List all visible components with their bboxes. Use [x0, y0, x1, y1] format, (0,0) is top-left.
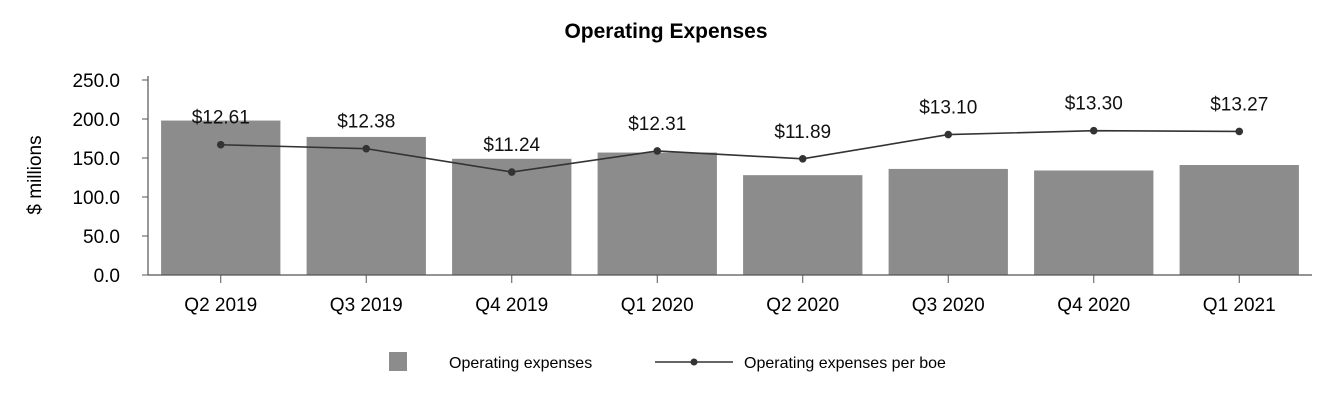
bar-q3-2020: [888, 168, 1008, 275]
y-tick-label: 150.0: [72, 149, 120, 170]
y-tick-label: 250.0: [72, 71, 120, 92]
legend-label-operating-expenses: Operating expenses: [449, 355, 592, 372]
bar-q4-2019: [452, 158, 572, 275]
bar-q4-2020: [1034, 170, 1154, 275]
x-axis: Q2 2019 Q3 2019 Q4 2019 Q1 2020 Q2 2020 Q3 20…: [184, 275, 1276, 316]
x-tick-label: Q2 2019: [184, 295, 257, 316]
x-tick-label: Q1 2020: [621, 295, 694, 316]
legend-marker: [690, 358, 698, 366]
bar-q2-2020: [743, 175, 863, 275]
y-axis-label: $ millions: [25, 135, 46, 214]
per-boe-line: [220, 129, 1240, 173]
y-tick-label: 50.0: [83, 227, 120, 248]
x-tick-label: Q4 2020: [1057, 295, 1130, 316]
bar-q1-2020: [597, 152, 717, 275]
per-boe-point: [653, 147, 662, 155]
axes: [147, 76, 1312, 276]
legend-swatch-operating-expenses: [389, 352, 407, 371]
per-boe-data-label: $13.10: [919, 98, 977, 119]
x-tick-label: Q3 2019: [330, 295, 403, 316]
per-boe-data-label: $12.61: [192, 108, 250, 129]
per-boe-point: [362, 144, 371, 153]
data-labels: $12.61 $12.38 $11.24 $12.31 $11.89 $13.10 $13.…: [192, 94, 1269, 156]
x-tick-label: Q1 2021: [1203, 295, 1276, 316]
y-tick-label: 200.0: [72, 110, 120, 131]
per-boe-point: [1089, 126, 1098, 135]
x-tick-label: Q2 2020: [766, 295, 839, 316]
legend-label-operating-expenses-per-boe: Operating expenses per boe: [744, 355, 946, 372]
y-axis: 0.0 50.0 100.0 150.0 200.0 250.0: [72, 71, 148, 287]
per-boe-data-label: $11.89: [774, 122, 831, 143]
per-boe-point: [944, 130, 953, 139]
per-boe-point: [798, 154, 807, 163]
per-boe-point: [216, 140, 225, 149]
per-boe-point: [1235, 127, 1244, 136]
chart-title: Operating Expenses: [564, 20, 767, 43]
y-tick-label: 100.0: [72, 188, 120, 209]
per-boe-data-label: $13.30: [1065, 94, 1123, 115]
per-boe-data-label: $13.27: [1210, 94, 1268, 115]
line-series: [216, 126, 1244, 176]
bar-q3-2019: [306, 136, 426, 275]
legend: Operating expenses Operating expenses pe…: [389, 352, 946, 372]
per-boe-data-label: $12.38: [337, 112, 395, 133]
y-tick-label: 0.0: [94, 266, 120, 287]
x-tick-label: Q4 2019: [475, 295, 548, 316]
bar-q1-2021: [1179, 165, 1299, 275]
x-tick-label: Q3 2020: [912, 295, 985, 316]
per-boe-data-label: $11.24: [483, 135, 540, 156]
per-boe-point: [507, 168, 516, 176]
per-boe-data-label: $12.31: [628, 114, 686, 135]
bar-series: [161, 120, 1299, 275]
